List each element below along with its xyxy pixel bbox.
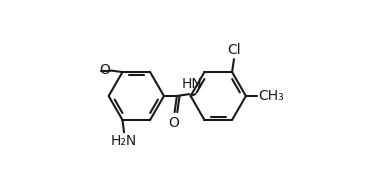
Text: H₂N: H₂N <box>111 134 137 148</box>
Text: Cl: Cl <box>227 43 241 57</box>
Text: CH₃: CH₃ <box>258 89 284 103</box>
Text: O: O <box>168 116 179 130</box>
Text: O: O <box>99 63 110 77</box>
Text: HN: HN <box>182 77 203 91</box>
